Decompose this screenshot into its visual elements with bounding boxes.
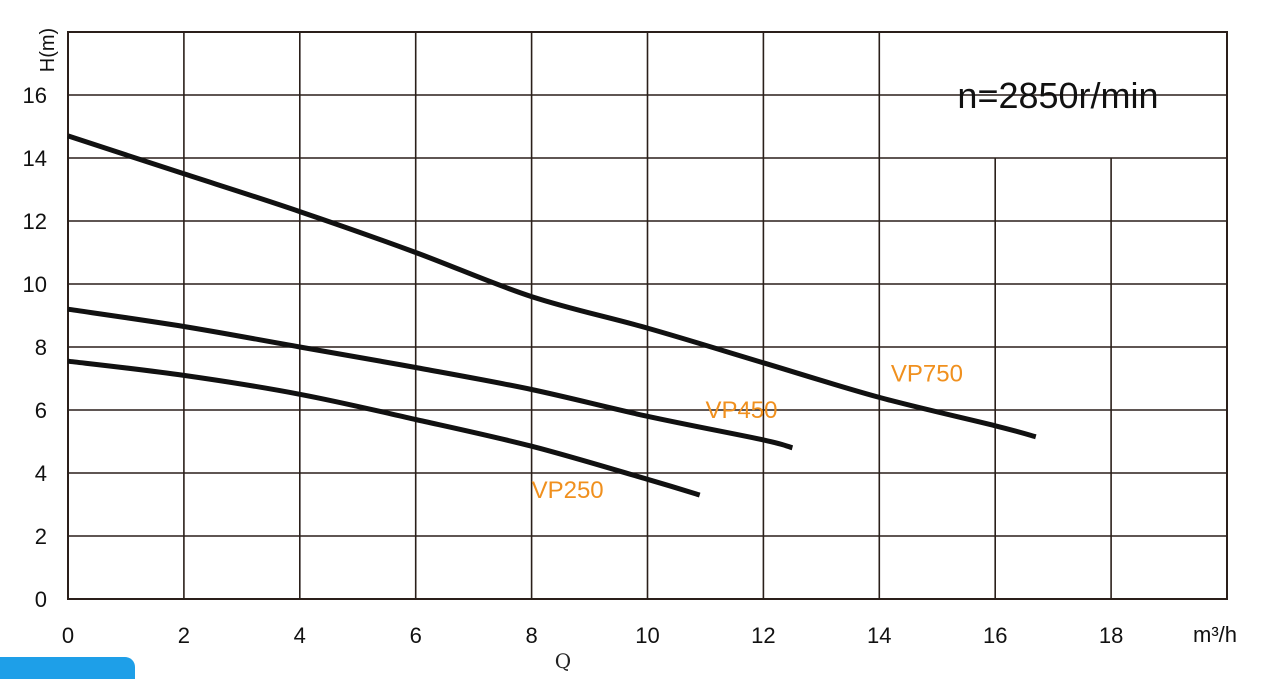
corner-tab xyxy=(0,657,135,679)
series-line-vp250 xyxy=(67,358,701,498)
x-tick-label-18: 18 xyxy=(1099,623,1123,648)
y-tick-label-14: 14 xyxy=(23,146,47,171)
x-axis-unit: m³/h xyxy=(1193,622,1237,647)
y-tick-label-4: 4 xyxy=(35,461,47,486)
series-label-vp250: VP250 xyxy=(532,477,604,504)
x-axis-label: Q xyxy=(555,649,571,671)
series-line-vp750 xyxy=(67,133,1037,440)
series-label-vp450: VP450 xyxy=(705,397,777,424)
x-tick-label-14: 14 xyxy=(867,623,891,648)
x-tick-label-4: 4 xyxy=(294,623,306,648)
y-tick-label-0: 0 xyxy=(35,587,47,612)
x-tick-label-6: 6 xyxy=(410,623,422,648)
y-tick-label-12: 12 xyxy=(23,209,47,234)
plot-frame xyxy=(67,31,1228,600)
series xyxy=(67,133,1037,498)
y-tick-label-16: 16 xyxy=(23,83,47,108)
series-label-vp750: VP750 xyxy=(891,361,963,388)
x-tick-label-10: 10 xyxy=(635,623,659,648)
speed-annotation: n=2850r/min xyxy=(957,75,1158,116)
series-line-vp450 xyxy=(67,306,794,451)
series-labels: VP750 VP450 VP250 xyxy=(532,361,963,505)
grid xyxy=(67,31,1228,600)
y-axis-label: H(m) xyxy=(37,28,59,72)
y-tick-label-6: 6 xyxy=(35,398,47,423)
x-tick-label-0: 0 xyxy=(62,623,74,648)
x-tick-label-16: 16 xyxy=(983,623,1007,648)
x-tick-label-12: 12 xyxy=(751,623,775,648)
tick-labels: 0 2 4 6 8 10 12 14 16 18 0 2 4 6 8 10 12 14 16 xyxy=(23,83,1124,648)
x-tick-label-8: 8 xyxy=(525,623,537,648)
x-tick-label-2: 2 xyxy=(178,623,190,648)
y-tick-label-8: 8 xyxy=(35,335,47,360)
y-tick-label-2: 2 xyxy=(35,524,47,549)
y-tick-label-10: 10 xyxy=(23,272,47,297)
